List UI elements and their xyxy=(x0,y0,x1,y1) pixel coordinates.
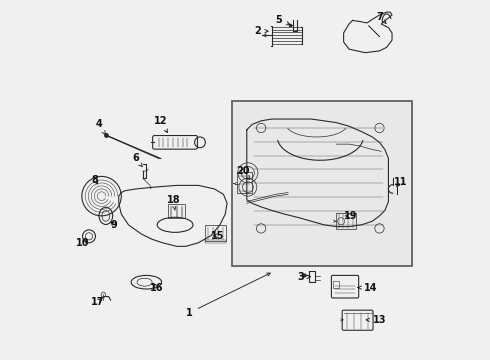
Text: 18: 18 xyxy=(167,195,180,210)
Text: 3: 3 xyxy=(297,272,310,282)
Text: 1: 1 xyxy=(186,273,270,318)
Text: 14: 14 xyxy=(358,283,377,293)
Text: 10: 10 xyxy=(76,238,90,248)
Text: 17: 17 xyxy=(91,297,104,307)
Text: 16: 16 xyxy=(150,283,164,293)
Text: 19: 19 xyxy=(344,211,358,221)
Text: 2: 2 xyxy=(254,26,268,36)
Text: 15: 15 xyxy=(211,231,225,240)
Text: 11: 11 xyxy=(394,177,408,187)
Text: 6: 6 xyxy=(132,153,142,167)
Text: 5: 5 xyxy=(276,15,290,26)
Text: 13: 13 xyxy=(366,315,386,325)
Bar xyxy=(232,101,412,266)
Text: 7: 7 xyxy=(376,12,386,23)
Text: 8: 8 xyxy=(92,175,98,185)
Text: 9: 9 xyxy=(111,220,118,230)
Text: 12: 12 xyxy=(154,116,168,132)
Text: 20: 20 xyxy=(237,166,250,179)
Text: 4: 4 xyxy=(96,120,105,135)
